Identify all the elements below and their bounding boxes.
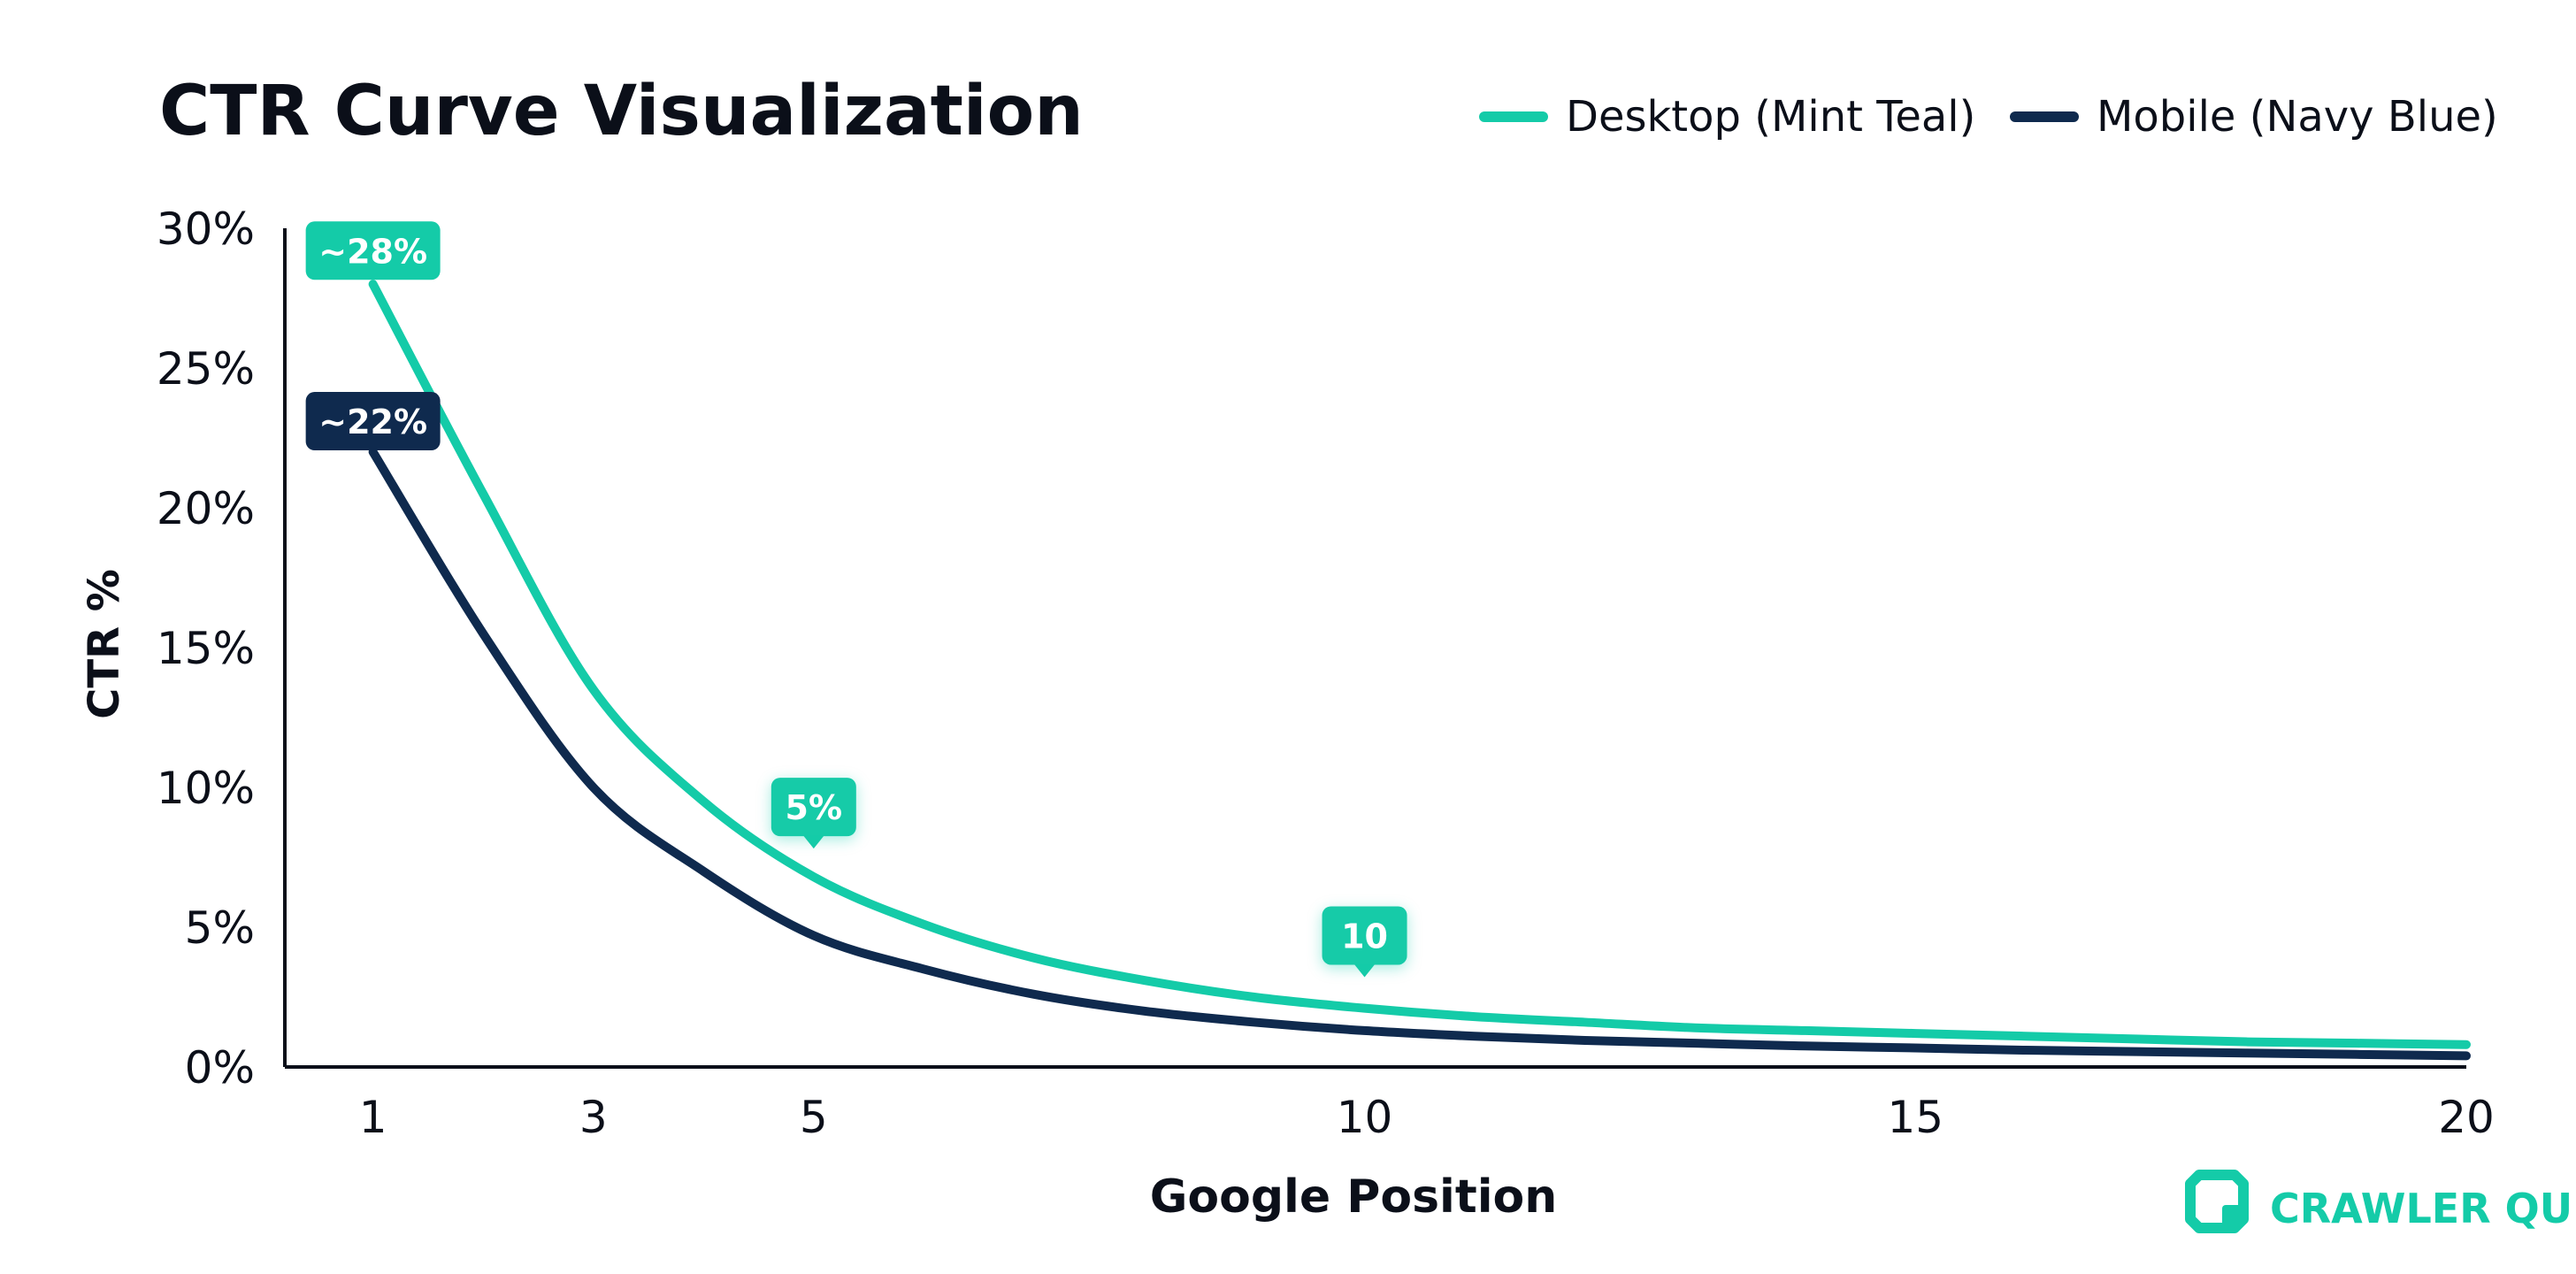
data-label: 5% <box>770 778 856 849</box>
legend-label: Desktop (Mint Teal) <box>1566 92 1975 142</box>
y-tick-label: 25% <box>157 343 255 395</box>
x-axis-title: Google Position <box>1150 1170 1558 1224</box>
legend-item-mobile: Mobile (Navy Blue) <box>2010 92 2498 142</box>
legend-item-desktop: Desktop (Mint Teal) <box>1479 92 1975 142</box>
y-axis-title: CTR % <box>80 569 129 719</box>
data-label-text: ~22% <box>318 403 427 441</box>
annotations: ~28% ~22% 5% 10 <box>305 221 1407 978</box>
x-tick-label: 5 <box>800 1092 828 1143</box>
x-tick-label: 15 <box>1887 1092 1944 1143</box>
mobile-series-line <box>368 447 2471 1061</box>
data-label-box <box>770 778 856 837</box>
data-label-box <box>305 392 441 451</box>
axes <box>283 228 2466 1069</box>
brand-logo: CRAWLER QUE <box>2185 1170 2576 1233</box>
data-label: 10 <box>1322 906 1407 978</box>
data-label-text: ~28% <box>318 232 427 271</box>
x-tick-label: 20 <box>2438 1092 2495 1143</box>
y-ticks: 0% 5% 10% 15% 20% 25% 30% <box>157 203 255 1094</box>
x-tick-label: 10 <box>1337 1092 1393 1143</box>
y-tick-label: 10% <box>157 763 255 814</box>
crawler-que-logo-icon <box>2185 1170 2249 1233</box>
legend: Desktop (Mint Teal) Mobile (Navy Blue) <box>1479 92 2498 142</box>
chart-title: CTR Curve Visualization <box>159 72 1084 151</box>
data-label-pointer <box>1353 963 1376 978</box>
data-label-text: 10 <box>1341 917 1388 956</box>
data-label: ~28% <box>305 221 441 280</box>
desktop-series-line <box>368 280 2471 1049</box>
y-tick-label: 30% <box>157 203 255 255</box>
data-label-box <box>305 221 441 280</box>
data-label-pointer <box>802 835 824 849</box>
data-label: ~22% <box>305 392 441 451</box>
y-tick-label: 0% <box>185 1042 255 1094</box>
series-lines <box>368 280 2471 1061</box>
y-tick-label: 5% <box>185 902 255 954</box>
brand-name: CRAWLER QUE <box>2270 1185 2576 1232</box>
y-tick-label: 20% <box>157 483 255 534</box>
data-label-text: 5% <box>786 788 843 827</box>
x-ticks: 1 3 5 10 15 20 <box>359 1092 2495 1143</box>
x-tick-label: 3 <box>579 1092 608 1143</box>
data-label-box <box>1322 906 1407 965</box>
legend-label: Mobile (Navy Blue) <box>2097 92 2498 142</box>
y-tick-label: 15% <box>157 623 255 674</box>
x-tick-label: 1 <box>359 1092 387 1143</box>
